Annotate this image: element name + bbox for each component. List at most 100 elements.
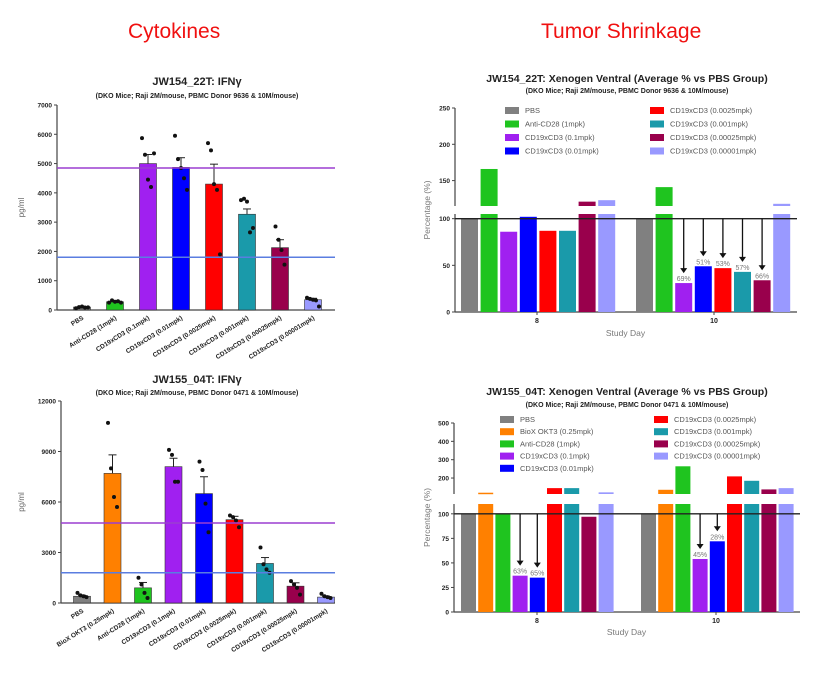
bar: [103, 473, 122, 604]
data-point: [319, 591, 324, 596]
data-point: [314, 298, 318, 303]
bar: [461, 513, 476, 612]
data-point: [206, 141, 210, 146]
data-point: [279, 247, 284, 252]
legend-swatch: [650, 134, 664, 141]
legend-label: BioX OKT3 (0.25mpk): [520, 427, 594, 436]
arrow-head-icon: [696, 543, 704, 549]
chart-subtitle: (DKO Mice; Raji 2M/mouse, PBMC Donor 047…: [96, 390, 299, 397]
category-label: PBS: [70, 314, 86, 327]
data-point: [149, 185, 153, 189]
data-point: [81, 594, 86, 599]
data-point: [170, 452, 174, 457]
data-point: [106, 420, 110, 425]
y-tick-label: 12000: [38, 399, 56, 406]
bar-upper-segment: [744, 480, 760, 494]
data-point: [78, 593, 83, 598]
bar-upper-segment: [675, 466, 691, 494]
y-tick-label: 9000: [42, 449, 57, 456]
y-tick-label: 100: [439, 216, 450, 223]
category-label: CD19xCD3 (0.01mpk): [125, 315, 184, 356]
y-tick-label: 6000: [42, 500, 57, 507]
y-tick-label: 200: [439, 142, 450, 149]
legend-swatch: [654, 428, 668, 436]
legend-label: PBS: [525, 106, 540, 115]
data-point: [152, 151, 156, 156]
bar: [539, 230, 557, 312]
data-point: [185, 187, 189, 192]
bar-upper-segment: [478, 492, 494, 495]
data-point: [305, 295, 309, 300]
data-point: [311, 297, 315, 302]
data-point: [231, 515, 235, 520]
y-tick-label: 200: [438, 476, 449, 483]
bar-lower-segment: [578, 214, 596, 312]
y-tick-label: 25: [442, 585, 450, 592]
x-axis-label: Study Day: [606, 328, 646, 338]
legend-swatch: [654, 452, 668, 460]
bar-lower-segment: [761, 504, 777, 612]
data-point: [258, 545, 263, 550]
data-point: [136, 575, 141, 580]
x-tick-label: 8: [535, 618, 539, 625]
bar: [205, 183, 223, 311]
arrow-head-icon: [699, 251, 707, 257]
tumor-shrinkage-heading: Tumor Shrinkage: [541, 20, 702, 43]
bar-lower-segment: [478, 504, 494, 612]
legend-swatch: [650, 107, 664, 114]
data-point: [289, 579, 293, 584]
bar-upper-segment: [598, 492, 614, 494]
data-point: [77, 305, 81, 310]
data-point: [215, 187, 219, 192]
percent-label: 51%: [696, 259, 710, 266]
bar-lower-segment: [598, 214, 616, 312]
y-tick-label: 50: [442, 560, 450, 567]
y-tick-label: 3000: [38, 220, 53, 227]
y-tick-label: 250: [439, 106, 450, 113]
y-tick-label: 5000: [38, 161, 53, 168]
bar: [709, 541, 725, 612]
data-point: [146, 177, 150, 182]
y-tick-label: 3000: [42, 550, 57, 557]
bar: [134, 587, 152, 604]
legend-label: CD19xCD3 (0.00001mpk): [674, 452, 761, 461]
bar-lower-segment: [675, 504, 691, 612]
bar-upper-segment: [480, 168, 498, 206]
chart-subtitle: (DKO Mice; Raji 2M/mouse, PBMC Donor 047…: [526, 402, 729, 409]
bar-upper-segment: [773, 203, 791, 206]
percent-label: 66%: [755, 273, 769, 280]
data-point: [167, 447, 171, 452]
legend-label: CD19xCD3 (0.01mpk): [520, 464, 594, 473]
data-point: [139, 582, 144, 587]
bar: [225, 519, 244, 604]
legend-swatch: [500, 464, 514, 472]
x-tick-label: 8: [535, 318, 539, 325]
data-point: [325, 595, 330, 600]
bar: [692, 558, 708, 612]
bar-upper-segment: [655, 187, 673, 206]
cytokines-heading: Cytokines: [128, 20, 221, 43]
bar: [195, 493, 213, 604]
y-tick-label: 75: [442, 536, 450, 543]
x-tick-label: 10: [712, 618, 720, 625]
data-point: [242, 196, 246, 201]
chart-subtitle: (DKO Mice; Raji 2M/mouse, PBMC Donor 963…: [526, 88, 729, 95]
arrow-head-icon: [719, 253, 727, 259]
data-point: [173, 133, 177, 138]
y-tick-label: 1000: [38, 278, 53, 285]
y-tick-label: 500: [438, 421, 449, 428]
chart-subtitle: (DKO Mice; Raji 2M/mouse, PBMC Donor 963…: [96, 93, 299, 100]
y-axis-label: pg/ml: [17, 492, 26, 512]
data-point: [209, 148, 213, 153]
bar: [714, 268, 732, 312]
data-point: [75, 590, 80, 595]
category-label: CD19xCD3 (0.0025mpk): [152, 315, 217, 359]
bar: [734, 271, 751, 312]
data-point: [251, 226, 255, 230]
bar-lower-segment: [778, 504, 794, 612]
y-tick-label: 150: [439, 178, 450, 185]
y-axis-label: pg/ml: [17, 197, 26, 217]
data-point: [84, 595, 89, 600]
legend-swatch: [500, 440, 514, 448]
legend-swatch: [500, 428, 514, 436]
